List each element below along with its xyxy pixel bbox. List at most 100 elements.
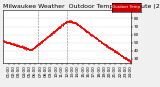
Point (55, 29, 58, 30)
Point (34, 46, 36, 47)
Point (80, 25, 83, 27)
Point (43, 38, 46, 40)
Point (24, 47, 26, 48)
Point (87, 32, 89, 33)
Point (62, 22, 65, 24)
Point (89, 34, 91, 35)
Point (13, 44, 16, 46)
Point (68, 20, 71, 22)
Point (104, 45, 107, 47)
Point (65, 22, 67, 23)
Point (22, 47, 24, 49)
Point (110, 48, 112, 49)
Point (14, 44, 16, 46)
Point (61, 23, 64, 25)
Point (31, 48, 34, 50)
Point (79, 25, 81, 26)
Point (56, 27, 58, 29)
Point (38, 43, 41, 44)
Point (85, 31, 88, 33)
Point (4, 40, 6, 41)
Point (39, 41, 42, 42)
Point (51, 32, 54, 34)
Point (70, 21, 73, 23)
Point (102, 43, 105, 44)
Point (122, 57, 125, 58)
Point (86, 30, 88, 31)
Point (64, 21, 67, 23)
Point (17, 45, 20, 47)
Point (69, 20, 72, 21)
Point (79, 26, 81, 27)
Point (57, 26, 60, 28)
Point (115, 51, 117, 52)
Point (94, 37, 96, 38)
Point (66, 20, 68, 22)
Point (51, 32, 54, 34)
Point (102, 43, 104, 45)
Point (11, 43, 13, 44)
Point (14, 44, 16, 45)
Point (4, 42, 7, 43)
Point (117, 52, 119, 54)
Point (108, 47, 111, 48)
Point (23, 47, 25, 48)
Point (101, 42, 104, 43)
Point (111, 48, 113, 50)
Point (116, 53, 119, 54)
Point (13, 43, 15, 44)
Point (49, 33, 52, 35)
Point (114, 51, 116, 52)
Point (58, 27, 60, 29)
Point (118, 53, 120, 54)
Point (92, 36, 95, 37)
Point (63, 22, 66, 23)
Point (63, 23, 65, 25)
Point (100, 43, 102, 44)
Point (120, 54, 122, 56)
Point (41, 41, 44, 42)
Point (75, 23, 78, 25)
Point (97, 39, 100, 40)
Point (45, 36, 48, 37)
Point (75, 22, 78, 24)
Point (19, 46, 21, 47)
Point (94, 36, 97, 38)
Point (30, 49, 32, 50)
Point (11, 44, 13, 45)
Point (79, 25, 82, 26)
Point (37, 43, 40, 44)
Point (32, 48, 35, 49)
Point (63, 22, 65, 24)
Point (126, 59, 129, 61)
Point (86, 31, 89, 33)
Point (118, 53, 121, 55)
Point (120, 55, 123, 57)
Point (29, 49, 31, 50)
Point (18, 44, 20, 45)
Point (29, 49, 32, 50)
Point (16, 44, 18, 46)
Point (100, 41, 102, 42)
Point (28, 48, 31, 50)
Point (32, 47, 35, 49)
Point (73, 21, 75, 22)
Point (128, 59, 130, 61)
Point (92, 35, 95, 36)
Point (81, 27, 84, 28)
Point (90, 34, 93, 36)
Point (26, 48, 29, 49)
Point (55, 29, 58, 31)
Point (44, 36, 47, 37)
Point (126, 59, 129, 60)
Point (89, 34, 91, 35)
Point (106, 46, 109, 47)
Point (78, 24, 80, 26)
Point (75, 22, 77, 23)
Point (51, 33, 53, 34)
Point (102, 42, 104, 44)
Point (11, 43, 13, 44)
Point (130, 61, 132, 62)
Point (90, 34, 92, 35)
Point (94, 37, 97, 39)
